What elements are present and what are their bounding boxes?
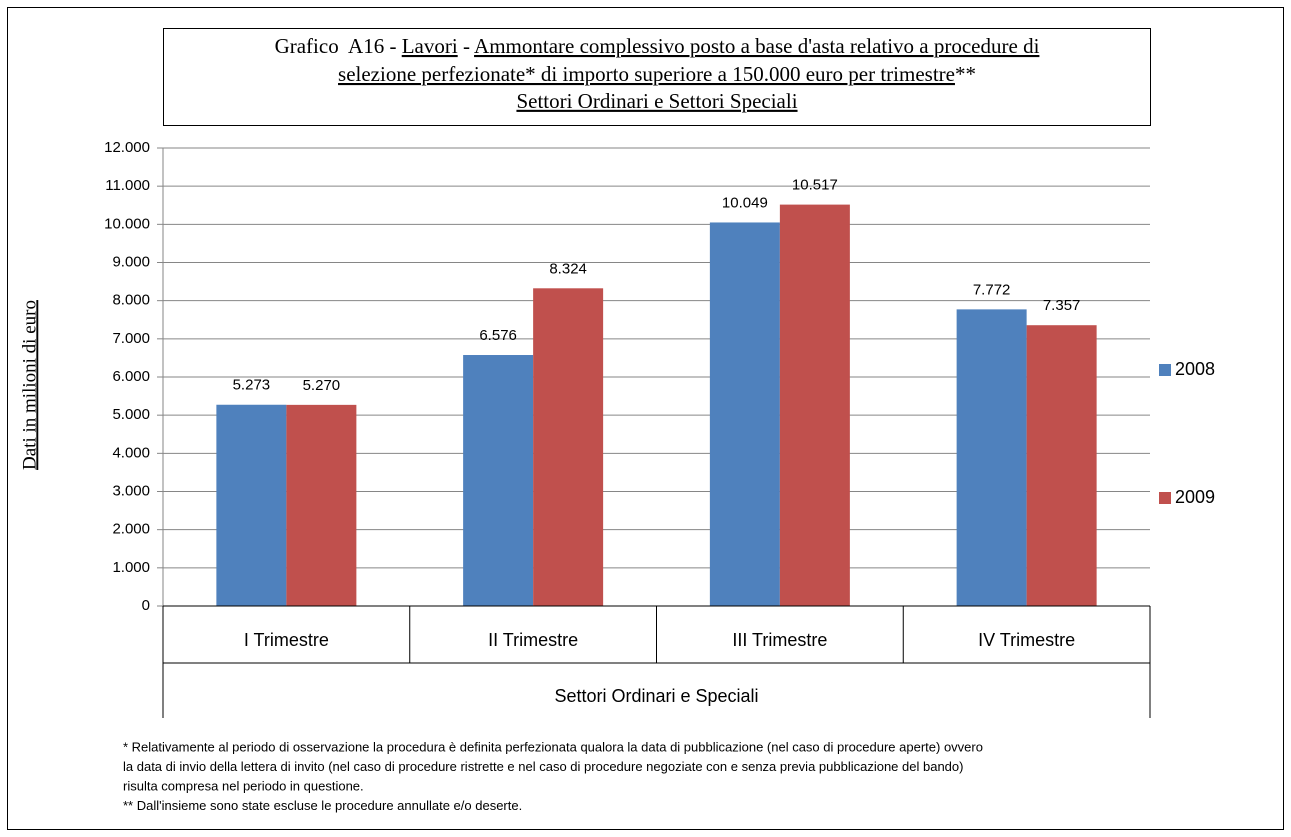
chart-title: selezione perfezionate* di importo super… <box>338 62 976 86</box>
y-tick-label: 4.000 <box>112 444 150 461</box>
chart-title: Settori Ordinari e Settori Speciali <box>516 89 797 113</box>
legend-swatch <box>1159 364 1171 376</box>
data-label: 5.273 <box>233 377 271 394</box>
y-tick-label: 11.000 <box>105 177 150 194</box>
title-box <box>163 28 1151 126</box>
y-tick-label: 7.000 <box>112 330 150 347</box>
title-part: selezione perfezionate* di importo super… <box>338 62 955 86</box>
y-tick-label: 5.000 <box>112 406 150 423</box>
bar <box>709 222 780 606</box>
y-tick-label: 0 <box>142 597 150 614</box>
legend-swatch <box>1159 492 1171 504</box>
y-tick-label: 3.000 <box>112 482 150 499</box>
title-part: Grafico A16 - <box>275 34 402 58</box>
group-label: Settori Ordinari e Speciali <box>554 686 758 706</box>
data-label: 10.049 <box>722 194 768 211</box>
bar <box>533 288 604 606</box>
title-part: - <box>458 34 474 58</box>
chart-title: Grafico A16 - Lavori - Ammontare comples… <box>275 34 1040 58</box>
footnote: la data di invio della lettera di invito… <box>123 759 963 774</box>
y-tick-label: 6.000 <box>112 368 150 385</box>
x-tick-label: I Trimestre <box>244 630 329 650</box>
data-label: 6.576 <box>479 327 517 344</box>
x-tick-label: II Trimestre <box>488 630 578 650</box>
title-part: ** <box>955 62 976 86</box>
outer-border <box>7 7 1284 830</box>
bar <box>956 309 1027 606</box>
bar <box>216 404 287 606</box>
y-tick-label: 9.000 <box>112 253 150 270</box>
bar <box>286 404 357 606</box>
legend-label: 2008 <box>1175 359 1215 379</box>
footnote: risulta compresa nel periodo in question… <box>123 778 364 793</box>
y-tick-label: 1.000 <box>112 559 150 576</box>
title-part: Ammontare complessivo posto a base d'ast… <box>474 34 1040 58</box>
legend-label: 2009 <box>1175 487 1215 507</box>
title-part: Lavori <box>402 34 458 58</box>
data-label: 5.270 <box>303 377 341 394</box>
y-tick-label: 2.000 <box>112 521 150 538</box>
y-tick-label: 8.000 <box>112 292 150 309</box>
bar <box>463 355 534 606</box>
data-label: 8.324 <box>549 260 587 277</box>
y-axis-label: Dati in milioni di euro <box>19 300 40 470</box>
x-tick-label: IV Trimestre <box>978 630 1075 650</box>
bar <box>779 204 850 606</box>
y-tick-label: 10.000 <box>104 215 150 232</box>
footnote: * Relativamente al periodo di osservazio… <box>123 739 983 754</box>
bar <box>1026 325 1097 606</box>
data-label: 7.772 <box>973 281 1011 298</box>
x-tick-label: III Trimestre <box>732 630 827 650</box>
footnote: ** Dall'insieme sono state escluse le pr… <box>123 798 522 813</box>
data-label: 10.517 <box>792 177 838 194</box>
y-tick-label: 12.000 <box>104 139 150 156</box>
data-label: 7.357 <box>1043 297 1081 314</box>
